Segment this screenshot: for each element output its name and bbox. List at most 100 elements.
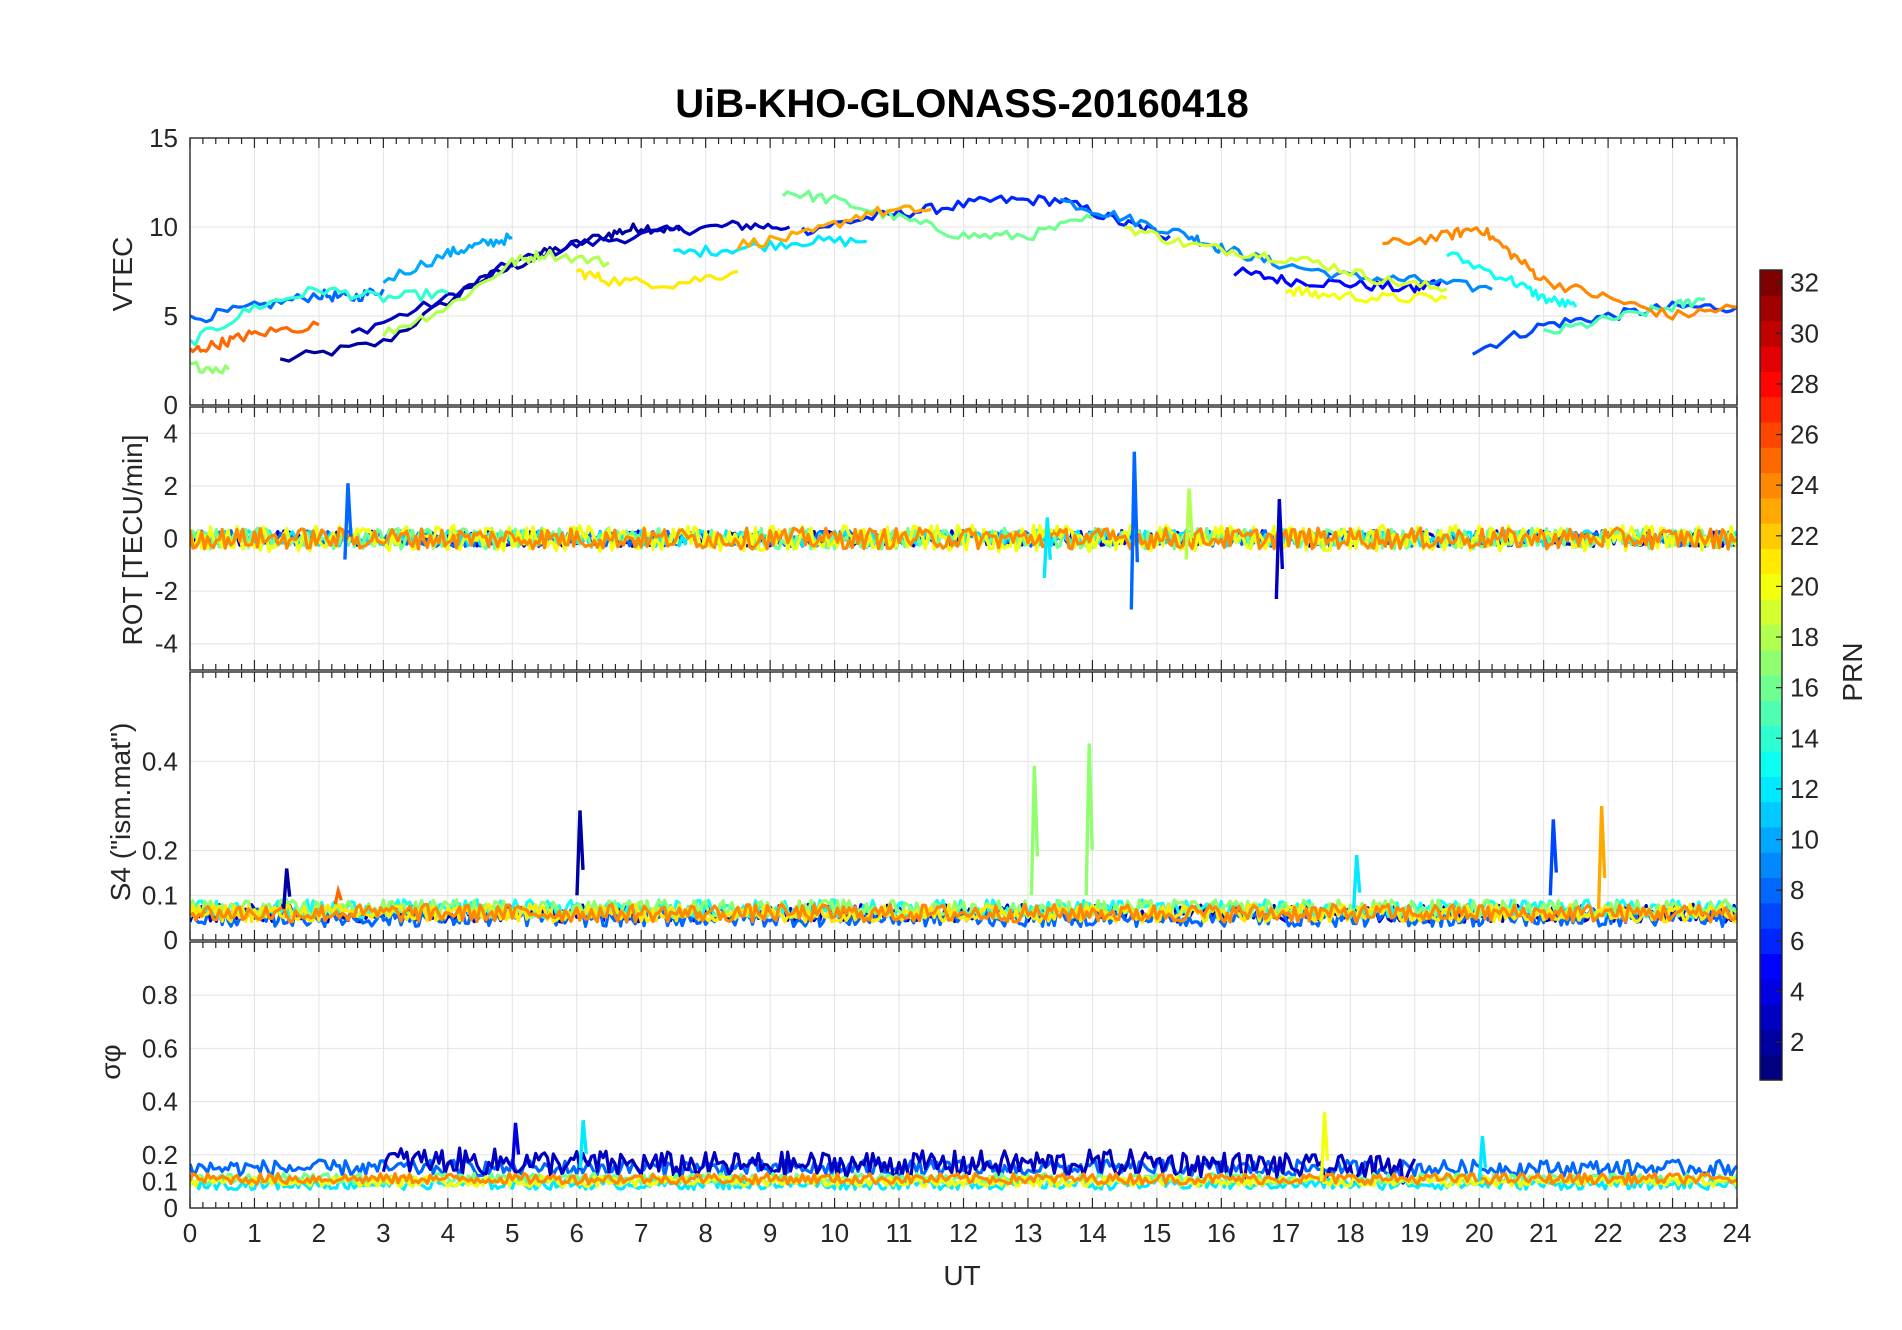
colorbar-segment [1760,345,1782,372]
series-line-prn-24 [190,902,1737,924]
y-tick-label: 0.4 [142,1087,178,1117]
colorbar-segment [1760,295,1782,322]
colorbar-tick-label: 10 [1790,825,1819,855]
series-line-prn-20 [1284,285,1448,304]
panel-sigma-phi: 00.10.2 0.4 0.6 0.8 [142,941,1738,1223]
x-tick-label: 2 [312,1218,326,1248]
x-tick-label: 3 [376,1218,390,1248]
series-line-prn-21 [575,268,739,290]
x-tick-label: 4 [441,1218,455,1248]
x-tick-label: 6 [570,1218,584,1248]
x-tick-label: 20 [1465,1218,1494,1248]
panel-frame [189,941,1738,1209]
y-tick-label: 10 [149,212,178,242]
series-line-prn-24 [1382,226,1737,321]
colorbar-segment [1760,599,1782,625]
series-line-prn-17 [190,898,1737,920]
colorbar-label: PRN [1837,642,1868,701]
colorbar-segment [1760,928,1782,955]
colorbar-tick-label: 8 [1790,875,1804,905]
y-label-s4: S4 ("ism.mat") [105,723,136,902]
colorbar-segment [1760,548,1782,575]
spike-prn-12 [1351,854,1362,909]
colorbar-segment [1760,649,1782,676]
x-tick-label: 22 [1594,1218,1623,1248]
y-tick-label: 0.4 [142,746,178,776]
y-tick-label: 0 [164,1193,178,1223]
colorbar-segment [1760,978,1782,1005]
y-tick-label: 0.1 [142,880,178,910]
x-tick-label: 14 [1078,1218,1107,1248]
spike-prn-12 [578,1120,588,1169]
series-line-prn-10 [382,232,513,284]
spike-prn-3 [1274,498,1285,600]
y-label-sigma-phi: σφ [95,1044,126,1079]
y-tick-label: 5 [164,301,178,331]
y-tick-label: 2 [164,471,178,501]
colorbar-segment [1760,776,1782,803]
colorbar-segment [1760,497,1782,524]
colorbar-segment [1760,725,1782,752]
series-line-prn-9 [1059,197,1493,293]
spike-prn-2 [575,810,585,896]
spike-prn-7 [1548,819,1558,896]
series-line-prn-23 [736,204,932,251]
y-tick-label: 0 [164,524,178,554]
colorbar-segment [1760,472,1782,499]
y-tick-label: -2 [155,576,178,606]
series-line-prn-18 [382,248,610,338]
spike-prn-2 [281,868,292,909]
spike-prn-23 [1596,805,1607,909]
y-label-vtec: VTEC [107,237,138,312]
x-tick-label: 0 [183,1218,197,1248]
colorbar-segment [1760,396,1782,423]
x-axis-label: UT [943,1260,980,1291]
colorbar-tick-label: 4 [1790,976,1804,1006]
colorbar-segment [1760,270,1782,296]
x-tick-label: 12 [949,1218,978,1248]
colorbar-segment [1760,447,1782,474]
series-line-prn-20 [190,523,1737,554]
series-line-prn-3 [350,219,791,335]
colorbar-tick-label: 26 [1790,420,1819,450]
colorbar-tick-label: 30 [1790,318,1819,348]
series-line-prn-16 [781,189,1094,242]
colorbar-tick-label: 24 [1790,470,1819,500]
colorbar-segment [1760,523,1782,550]
spike-prn-4 [510,1122,521,1169]
x-tick-label: 11 [886,1218,913,1248]
colorbar-segment [1760,953,1782,980]
series-line-prn-6 [801,194,1171,241]
colorbar-frame [1759,269,1783,1081]
colorbar-segment [1760,750,1782,777]
colorbar-segment [1760,1029,1782,1056]
series-line-prn-24 [190,526,1737,551]
x-axis: 0 1 2 3 4 5 6 7 8 9 10 11 12 13 14 15 16 17 18 19 20 21 22 23 24 [183,1218,1752,1248]
series-line-prn-2 [279,222,682,363]
panel-frame [189,406,1738,671]
x-tick-label: 17 [1271,1218,1300,1248]
x-tick-label: 8 [698,1218,712,1248]
y-tick-label: 15 [149,123,178,153]
x-tick-label: 16 [1207,1218,1236,1248]
x-tick-label: 10 [820,1218,849,1248]
colorbar-tick-label: 20 [1790,571,1819,601]
y-tick-label: 0.8 [142,980,178,1010]
colorbar-segment [1760,902,1782,929]
x-tick-label: 18 [1336,1218,1365,1248]
x-tick-label: 9 [763,1218,777,1248]
colorbar-segment [1760,1004,1782,1030]
spike-prn-20 [1319,1112,1330,1182]
colorbar-segment [1760,371,1782,398]
colorbar-segment [1760,852,1782,879]
colorbar-tick-label: 16 [1790,673,1819,703]
series-line-prn-19 [1124,225,1448,293]
series-line-prn-8 [190,287,385,324]
series-line-prn-14 [190,286,449,347]
y-tick-label: 0 [164,390,178,420]
y-tick-label: 0.2 [142,836,178,866]
x-tick-label: 19 [1400,1218,1429,1248]
series-line-prn-7 [1471,300,1737,356]
